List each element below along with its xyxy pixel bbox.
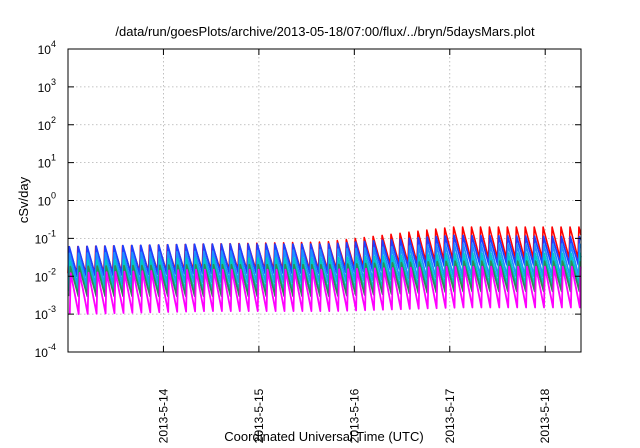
y-tick-label: 10-3 (35, 304, 56, 322)
series-line (68, 265, 582, 315)
series-layer (67, 226, 582, 315)
chart-title: /data/run/goesPlots/archive/2013-05-18/0… (115, 24, 535, 39)
x-tick-label: 2013-5-17 (443, 388, 457, 443)
x-tick-label: 2013-5-14 (156, 388, 170, 443)
x-axis-label: Coordinated Universal Time (UTC) (224, 429, 423, 444)
x-tick-label: 2013-5-18 (538, 388, 552, 443)
series-line (67, 243, 582, 286)
y-tick-label: 100 (38, 191, 56, 209)
series-line (68, 252, 582, 293)
y-tick-label: 10-4 (35, 342, 56, 360)
x-tick-label: 2013-5-15 (252, 388, 266, 443)
y-tick-label: 10-2 (35, 266, 56, 284)
grid-lines (68, 49, 581, 352)
y-tick-labels: 10-4 10-3 10-2 10-1 100 101 102 103 104 (35, 39, 56, 360)
ticks (68, 48, 581, 353)
series-line (67, 234, 582, 278)
series-line (68, 260, 582, 297)
x-tick-label: 2013-5-16 (347, 388, 361, 443)
y-tick-label: 103 (38, 77, 56, 95)
y-tick-label: 101 (38, 153, 56, 171)
y-tick-label: 102 (38, 115, 56, 133)
y-tick-label: 10-1 (35, 228, 56, 246)
y-tick-label: 104 (38, 39, 56, 57)
x-tick-labels: 2013-5-14 2013-5-15 2013-5-16 2013-5-17 2013… (156, 388, 552, 443)
y-axis-label: cSv/day (16, 176, 31, 223)
